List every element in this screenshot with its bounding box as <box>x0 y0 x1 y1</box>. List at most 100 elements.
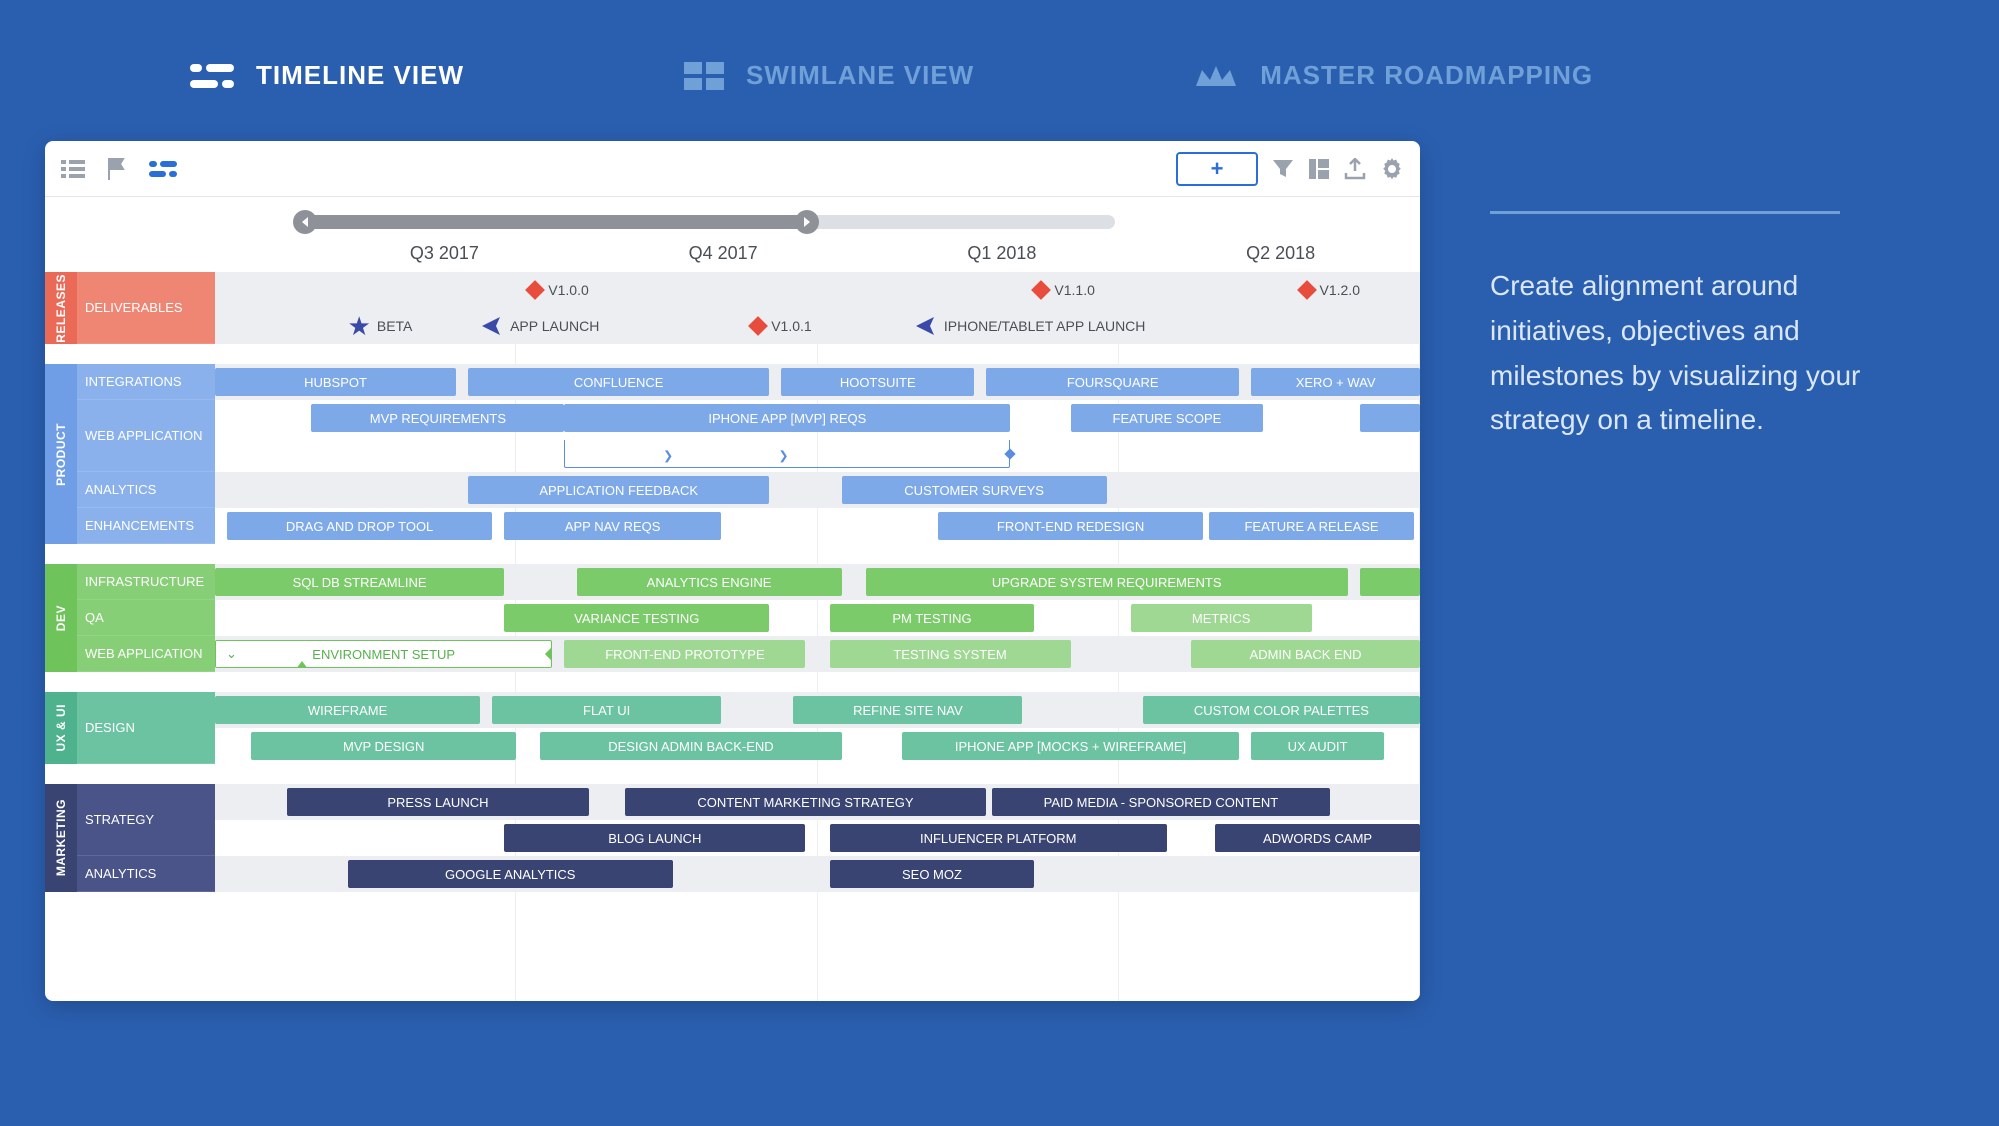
lane-row: GOOGLE ANALYTICS SEO MOZ <box>215 856 1420 892</box>
side-description: Create alignment around initiatives, obj… <box>1490 264 1910 443</box>
milestone[interactable]: IPHONE/TABLET APP LAUNCH <box>914 314 1146 338</box>
gantt-bar[interactable]: SQL DB STREAMLINE <box>215 568 504 596</box>
date-range-slider[interactable] <box>305 215 1115 229</box>
gantt-bar[interactable]: ANALYTICS ENGINE <box>577 568 842 596</box>
gantt-bar[interactable]: HOOTSUITE <box>781 368 974 396</box>
gantt-bar[interactable]: CONTENT MARKETING STRATEGY <box>625 788 987 816</box>
gantt-bar[interactable]: METRICS <box>1131 604 1312 632</box>
gantt-bar[interactable]: ADMIN BACK END <box>1191 640 1420 668</box>
sub-item[interactable]: WEB APPLICATION <box>77 636 215 672</box>
lane-row: MVP REQUIREMENTSIPHONE APP [MVP] REQS FEA… <box>215 400 1420 436</box>
gantt-bar[interactable]: ENVIRONMENT SETUP⌄ <box>215 640 552 668</box>
range-handle-left[interactable] <box>293 210 317 234</box>
tab-swimlane[interactable]: SWIMLANE VIEW <box>684 60 974 91</box>
range-handle-right[interactable] <box>795 210 819 234</box>
gantt-bar[interactable]: FLAT UI <box>492 696 721 724</box>
gantt-bar[interactable]: HUBSPOT <box>215 368 456 396</box>
milestone[interactable]: ★BETA <box>348 311 413 342</box>
gantt-bar[interactable]: SEO MOZ <box>830 860 1035 888</box>
sub-item[interactable]: WEB APPLICATION <box>77 400 215 472</box>
gantt-bar[interactable]: WIREFRAME <box>215 696 480 724</box>
layout-icon[interactable] <box>1308 158 1330 180</box>
gantt-bar[interactable]: DESIGN ADMIN BACK-END <box>540 732 841 760</box>
gantt-bar[interactable]: MVP REQUIREMENTS <box>311 404 564 432</box>
sub-item[interactable]: DELIVERABLES <box>77 272 215 344</box>
gantt-bar[interactable]: IPHONE APP [MOCKS + WIREFRAME] <box>902 732 1239 760</box>
gantt-bar[interactable]: FRONT-END PROTOTYPE <box>564 640 805 668</box>
plane-icon <box>914 314 938 338</box>
tab-timeline[interactable]: TIMELINE VIEW <box>190 60 464 91</box>
gantt-bar[interactable]: ADWORDS CAMP <box>1215 824 1420 852</box>
tab-timeline-label: TIMELINE VIEW <box>256 60 464 91</box>
gantt-bar[interactable]: MVP DESIGN <box>251 732 516 760</box>
diamond-icon <box>525 280 545 300</box>
gantt-bar[interactable]: FEATURE A RELEASE <box>1209 512 1414 540</box>
group-label-ux[interactable]: UX & UI <box>45 692 77 764</box>
gantt-bar[interactable]: IPHONE APP [MVP] REQS <box>564 404 1010 432</box>
gantt-bar[interactable]: REFINE SITE NAV <box>793 696 1022 724</box>
milestone-label: APP LAUNCH <box>510 318 599 334</box>
milestone-label: V1.2.0 <box>1320 282 1360 298</box>
milestone[interactable]: V1.2.0 <box>1300 282 1360 298</box>
gantt-bar[interactable]: PRESS LAUNCH <box>287 788 588 816</box>
sub-item[interactable]: INFRASTRUCTURE <box>77 564 215 600</box>
sub-item[interactable]: DESIGN <box>77 692 215 764</box>
gantt-bar[interactable]: TESTING SYSTEM <box>830 640 1071 668</box>
sub-item[interactable]: STRATEGY <box>77 784 215 856</box>
filter-icon[interactable] <box>1272 158 1294 180</box>
milestone[interactable]: V1.0.0 <box>528 282 588 298</box>
sub-item[interactable]: ENHANCEMENTS <box>77 508 215 544</box>
milestone[interactable]: V1.1.0 <box>1034 282 1094 298</box>
milestone[interactable]: APP LAUNCH <box>480 314 599 338</box>
gantt-bar[interactable]: XERO + WAV <box>1251 368 1420 396</box>
gantt-bar[interactable]: PM TESTING <box>830 604 1035 632</box>
gantt-bar[interactable]: UPGRADE SYSTEM REQUIREMENTS <box>866 568 1348 596</box>
diamond-icon <box>1031 280 1051 300</box>
gantt-bar[interactable]: BLOG LAUNCH <box>504 824 805 852</box>
lane-row: BLOG LAUNCH INFLUENCER PLATFORM ADWORDS CA… <box>215 820 1420 856</box>
swimlane-icon <box>684 62 724 90</box>
gantt-bar[interactable]: FRONT-END REDESIGN <box>938 512 1203 540</box>
list-view-icon[interactable] <box>61 159 85 179</box>
lane-row: SQL DB STREAMLINE ANALYTICS ENGINE UPGRADE… <box>215 564 1420 600</box>
diamond-icon <box>1297 280 1317 300</box>
plane-icon <box>480 314 504 338</box>
gantt-bar[interactable]: UX AUDIT <box>1251 732 1384 760</box>
lane-row: VARIANCE TESTING PM TESTING METRICS <box>215 600 1420 636</box>
gantt-bar[interactable]: CUSTOMER SURVEYS <box>842 476 1107 504</box>
gantt-bar[interactable]: FEATURE SCOPE <box>1071 404 1264 432</box>
gantt-bar[interactable]: INFLUENCER PLATFORM <box>830 824 1167 852</box>
group-label-releases[interactable]: RELEASES <box>45 272 77 344</box>
group-label-mkt[interactable]: MARKETING <box>45 784 77 892</box>
add-button[interactable]: + <box>1176 152 1258 186</box>
group-label-product[interactable]: PRODUCT <box>45 364 77 544</box>
gantt-bar[interactable]: CUSTOM COLOR PALETTES <box>1143 696 1420 724</box>
gantt-bar[interactable]: APPLICATION FEEDBACK <box>468 476 769 504</box>
milestone[interactable]: V1.0.1 <box>751 318 811 334</box>
sub-item[interactable]: INTEGRATIONS <box>77 364 215 400</box>
tab-master-label: MASTER ROADMAPPING <box>1260 60 1593 91</box>
gantt-bar[interactable]: APP NAV REQS <box>504 512 721 540</box>
timeline-view-icon[interactable] <box>149 160 177 178</box>
gantt-bar[interactable]: GOOGLE ANALYTICS <box>348 860 673 888</box>
gantt-bar[interactable] <box>1360 404 1420 432</box>
chevron-down-icon[interactable]: ⌄ <box>226 646 237 662</box>
gantt-bar[interactable]: PAID MEDIA - SPONSORED CONTENT <box>992 788 1329 816</box>
gantt-bar[interactable]: DRAG AND DROP TOOL <box>227 512 492 540</box>
sub-item[interactable]: ANALYTICS <box>77 856 215 892</box>
lane-row: PRESS LAUNCH CONTENT MARKETING STRATEGYPA… <box>215 784 1420 820</box>
flag-icon[interactable] <box>107 158 127 180</box>
group-label-dev[interactable]: DEV <box>45 564 77 672</box>
gantt-bar[interactable]: FOURSQUARE <box>986 368 1239 396</box>
gantt-bar[interactable]: VARIANCE TESTING <box>504 604 769 632</box>
sub-item[interactable]: ANALYTICS <box>77 472 215 508</box>
gantt-bar[interactable]: CONFLUENCE <box>468 368 769 396</box>
tab-master[interactable]: MASTER ROADMAPPING <box>1194 60 1593 91</box>
lane-row: DRAG AND DROP TOOL APP NAV REQS FRONT-END … <box>215 508 1420 544</box>
gear-icon[interactable] <box>1380 157 1404 181</box>
export-icon[interactable] <box>1344 158 1366 180</box>
tab-swimlane-label: SWIMLANE VIEW <box>746 60 974 91</box>
quarter-label: Q2 2018 <box>1141 243 1420 264</box>
sub-item[interactable]: QA <box>77 600 215 636</box>
gantt-bar[interactable] <box>1360 568 1420 596</box>
